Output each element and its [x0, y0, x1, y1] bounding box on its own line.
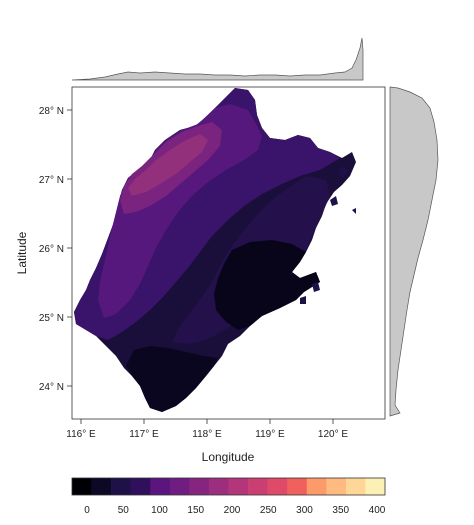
lat-tick-label: 27° N	[39, 175, 64, 186]
band-purple	[98, 104, 262, 318]
colorbar-bin	[169, 478, 190, 495]
colorbar-bin	[189, 478, 210, 495]
colorbar	[72, 478, 386, 495]
lon-tick-label: 120° E	[318, 429, 348, 440]
colorbar-bin	[345, 478, 366, 495]
colorbar-bin	[326, 478, 347, 495]
colorbar-tick-label: 200	[224, 505, 241, 516]
lat-tick-label: 28° N	[39, 106, 64, 117]
band-south-dark	[126, 346, 218, 412]
band-pink	[128, 134, 208, 196]
colorbar-bin	[365, 478, 386, 495]
colorbar-bin	[267, 478, 288, 495]
fujian-raster-map	[74, 88, 356, 412]
colorbar-tick-label: 250	[260, 505, 277, 516]
lon-axis	[80, 419, 334, 424]
colorbar-bin	[287, 478, 308, 495]
colorbar-bin	[111, 478, 131, 495]
colorbar-tick-label: 400	[369, 505, 386, 516]
colorbar-tick-label: 350	[332, 505, 349, 516]
lat-tick-label: 25° N	[39, 313, 64, 324]
colorbar-frame	[71, 477, 386, 496]
colorbar-tick-label: 50	[118, 505, 130, 516]
colorbar-bin	[72, 478, 92, 495]
lon-tick-label: 116° E	[66, 429, 96, 440]
colorbar-bin	[91, 478, 112, 495]
colorbar-bin	[248, 478, 268, 495]
lon-tick-label: 117° E	[129, 429, 159, 440]
colorbar-bin	[150, 478, 171, 495]
top-marginal-density	[71, 37, 364, 81]
x-axis-title: Longitude	[202, 450, 255, 464]
colorbar-tick-label: 150	[187, 505, 204, 516]
colorbar-bin	[228, 478, 249, 495]
lon-tick-label: 118° E	[192, 429, 222, 440]
colorbar-bin	[130, 478, 151, 495]
colorbar-labels: 0 50 100 150 200 250 300 350 400	[84, 505, 386, 516]
colorbar-bin	[208, 478, 229, 495]
right-marginal-density	[389, 86, 439, 417]
lat-axis	[67, 109, 72, 387]
y-axis-title: Latitude	[15, 231, 29, 274]
lat-tick-label: 26° N	[39, 244, 64, 255]
lon-tick-label: 119° E	[255, 429, 285, 440]
colorbar-bin	[306, 478, 327, 495]
colorbar-tick-label: 100	[151, 505, 168, 516]
colorbar-tick-label: 300	[296, 505, 313, 516]
lat-tick-label: 24° N	[39, 382, 64, 393]
colorbar-tick-label: 0	[84, 505, 90, 516]
band-black	[214, 240, 320, 330]
